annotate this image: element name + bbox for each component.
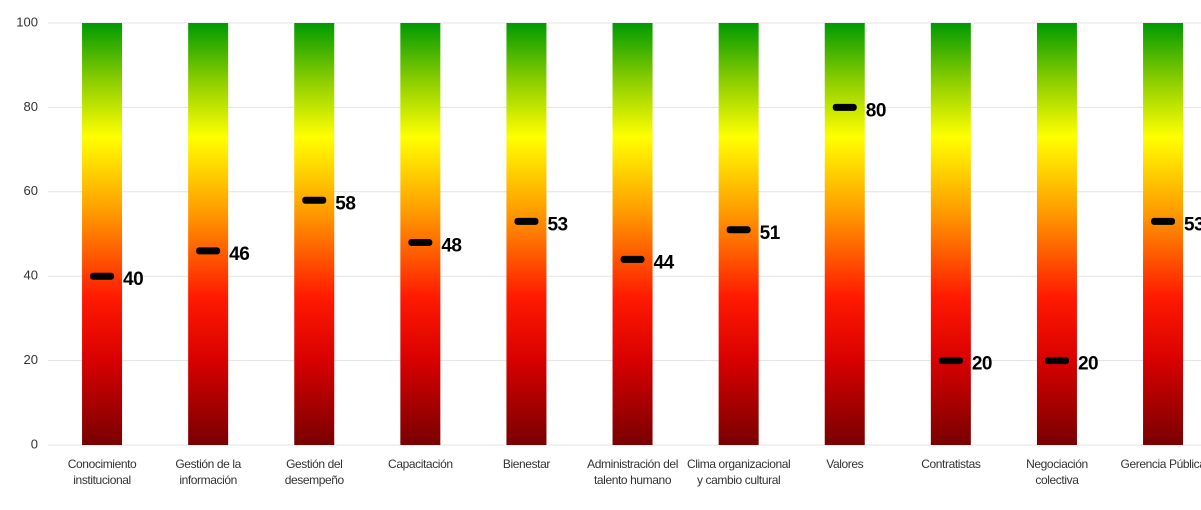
range-column — [612, 23, 653, 445]
y-tick-label: 100 — [16, 14, 38, 29]
y-tick-label: 20 — [24, 352, 38, 367]
marker — [726, 226, 751, 234]
value-label: 40 — [123, 269, 143, 290]
value-label: 58 — [335, 193, 355, 214]
x-tick-label: Bienestar — [502, 457, 551, 471]
range-column — [824, 23, 865, 445]
value-label: 48 — [441, 235, 461, 256]
marker — [90, 272, 115, 280]
y-tick-label: 80 — [24, 99, 38, 114]
range-column — [1143, 23, 1184, 445]
x-tick-label: Gestión de la información — [175, 457, 241, 487]
x-tick-label: Negociación colectiva — [1026, 457, 1088, 487]
value-label: 80 — [866, 100, 886, 121]
value-label: 46 — [229, 244, 249, 265]
value-label: 44 — [654, 252, 675, 273]
range-column — [930, 23, 971, 445]
value-label: 20 — [1078, 354, 1098, 375]
marker — [832, 103, 857, 111]
range-column — [188, 23, 229, 445]
value-label: 53 — [547, 214, 567, 235]
y-tick-label: 0 — [31, 436, 38, 451]
marker — [514, 217, 539, 225]
y-tick-label: 40 — [24, 268, 38, 283]
marker — [302, 196, 327, 204]
x-tick-label: Valores — [826, 457, 864, 471]
range-column — [294, 23, 335, 445]
x-tick-label: Clima organizacional y cambio cultural — [686, 457, 791, 487]
marker — [938, 357, 963, 365]
range-column — [400, 23, 441, 445]
value-label: 53 — [1184, 214, 1201, 235]
x-tick-label: Contratistas — [921, 457, 981, 471]
range-column — [506, 23, 547, 445]
x-tick-label: Conocimiento institucional — [67, 457, 137, 487]
marker — [408, 238, 433, 246]
x-tick-label: Gerencia Pública — [1120, 457, 1201, 471]
range-column — [1036, 23, 1077, 445]
marker — [620, 255, 645, 263]
x-tick-label: Administración del talento humano — [587, 457, 678, 487]
x-tick-label: Capacitación — [388, 457, 453, 471]
y-tick-label: 60 — [24, 183, 38, 198]
range-column — [718, 23, 759, 445]
marker — [1151, 217, 1176, 225]
marker — [1044, 357, 1069, 365]
range-column — [82, 23, 123, 445]
value-label: 51 — [760, 223, 781, 244]
value-label: 20 — [972, 354, 992, 375]
x-tick-label: Gestión del desempeño — [284, 457, 345, 487]
marker — [196, 247, 221, 255]
